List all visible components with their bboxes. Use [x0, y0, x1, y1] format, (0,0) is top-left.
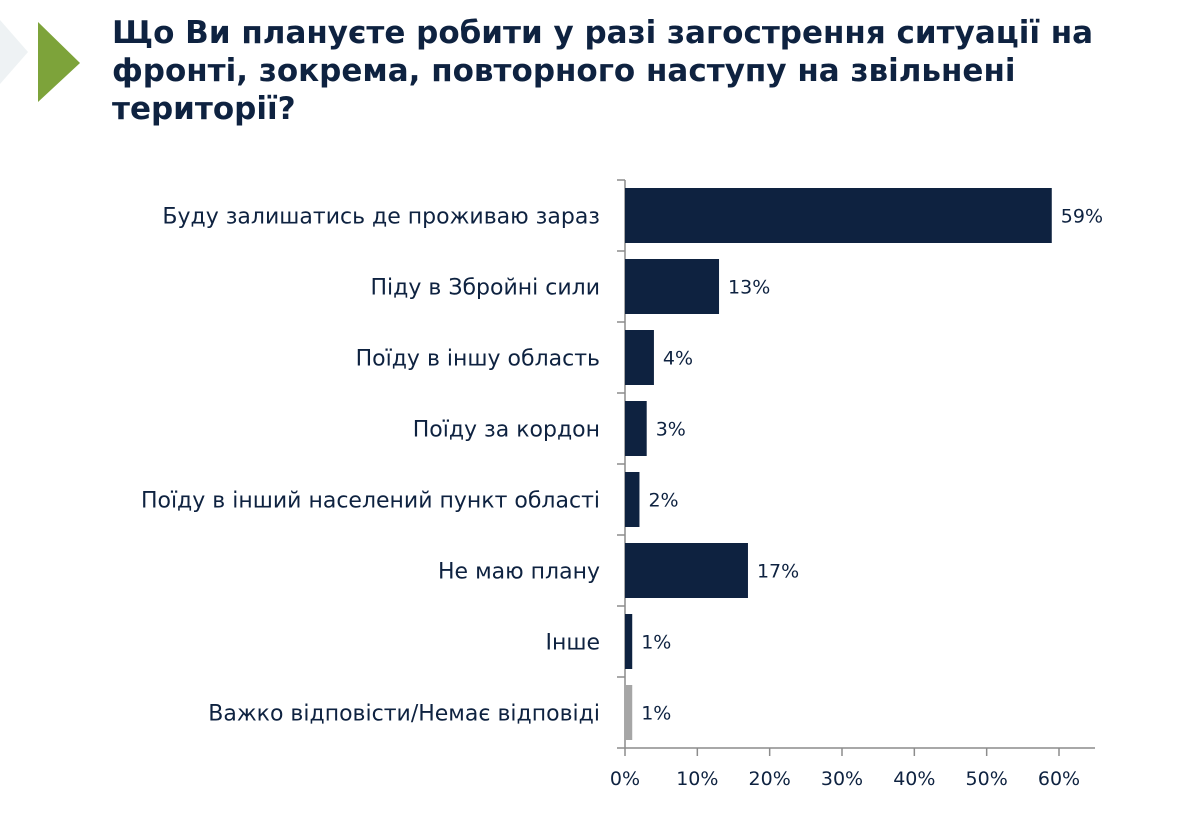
category-label: Важко відповісти/Немає відповіді	[208, 702, 600, 727]
x-tick-label: 50%	[966, 768, 1008, 790]
value-label: 13%	[728, 277, 770, 299]
x-tick-label: 10%	[676, 768, 718, 790]
value-label: 1%	[641, 632, 671, 654]
value-label: 2%	[648, 490, 678, 512]
x-tick-label: 30%	[821, 768, 863, 790]
value-label: 3%	[656, 419, 686, 441]
x-tick-label: 60%	[1038, 768, 1080, 790]
value-label: 4%	[663, 348, 693, 370]
x-tick-label: 0%	[610, 768, 640, 790]
bar	[625, 614, 633, 669]
bar	[625, 401, 647, 456]
category-label: Буду залишатись де проживаю зараз	[162, 205, 600, 230]
bar	[625, 330, 654, 385]
decorative-arrow-icon	[0, 20, 80, 102]
category-label: Поїду в іншу область	[356, 347, 600, 372]
bar	[625, 472, 640, 527]
value-label: 59%	[1061, 206, 1103, 228]
value-label: 17%	[757, 561, 799, 583]
category-label: Поїду в інший населений пункт області	[141, 489, 600, 514]
x-tick-label: 40%	[893, 768, 935, 790]
category-label: Поїду за кордон	[413, 418, 600, 443]
category-label: Інше	[545, 631, 600, 656]
page-title: Що Ви плануєте робити у разі загострення…	[112, 15, 1094, 127]
bar	[625, 685, 633, 740]
category-label: Піду в Збройні сили	[371, 276, 600, 301]
value-label: 1%	[641, 703, 671, 725]
bar	[625, 259, 720, 314]
category-label: Не маю плану	[438, 560, 600, 585]
bar	[625, 188, 1052, 243]
x-tick-label: 20%	[749, 768, 791, 790]
bar	[625, 543, 748, 598]
